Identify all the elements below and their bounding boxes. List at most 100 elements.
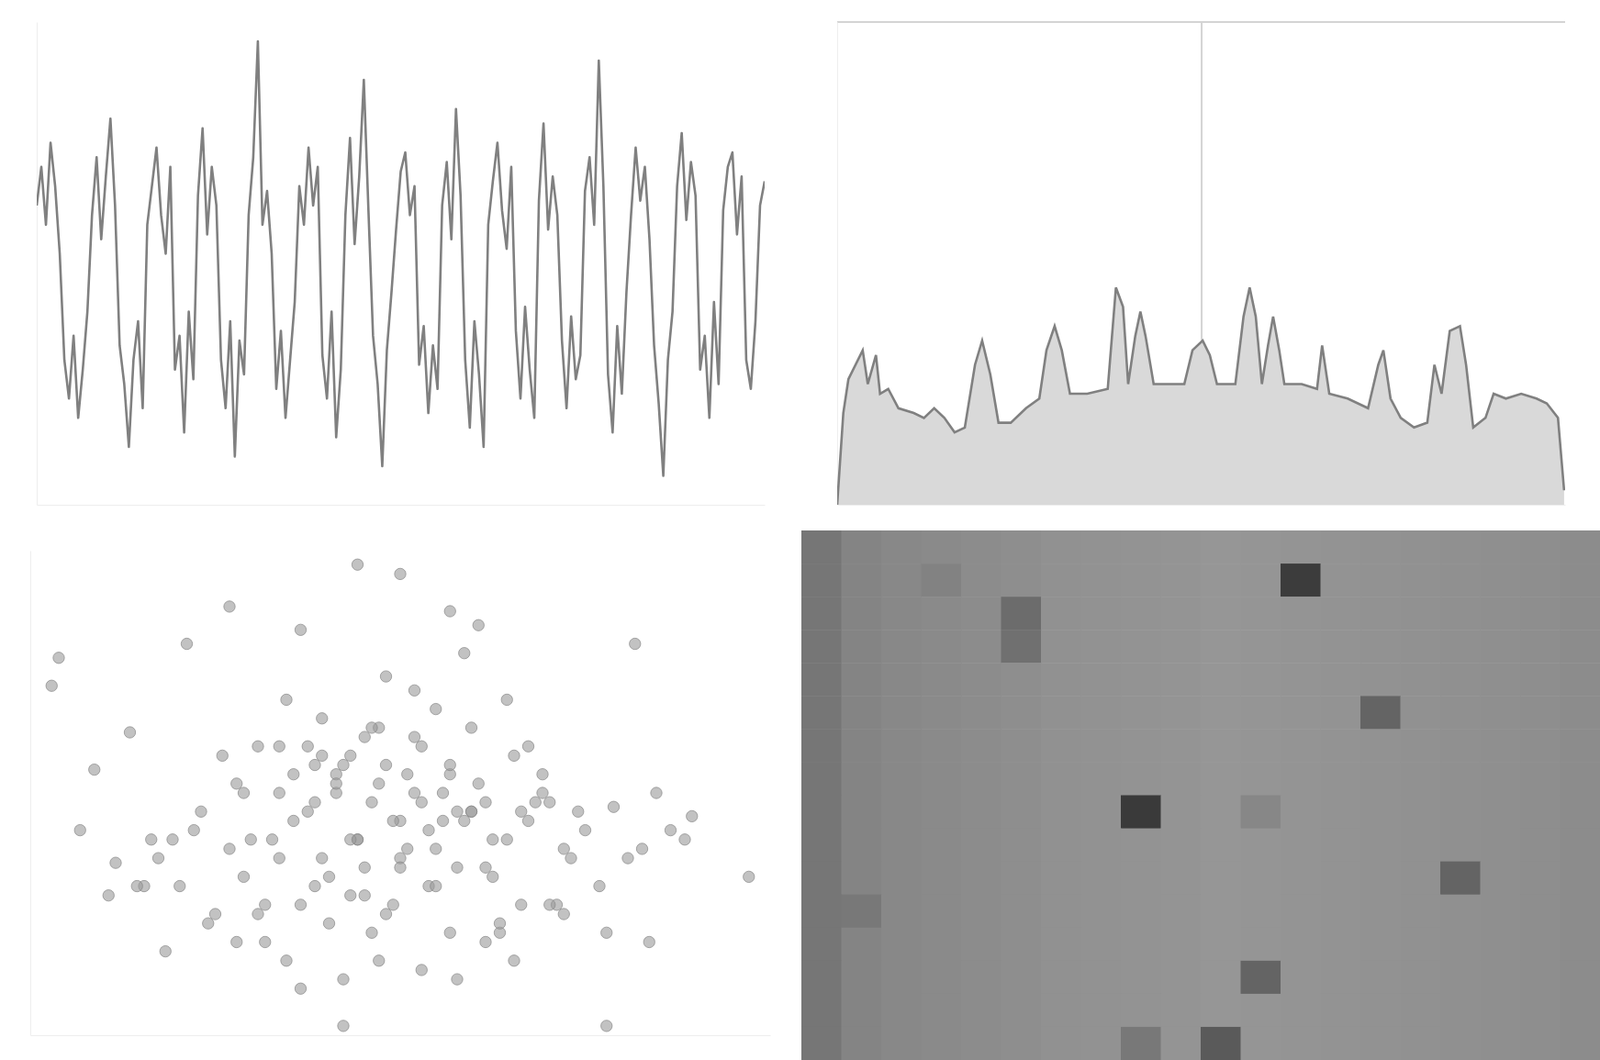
area-outline — [837, 287, 1565, 505]
point — [480, 861, 492, 873]
point — [387, 899, 399, 911]
heatmap-cell — [1040, 795, 1082, 830]
heatmap-cell — [841, 695, 883, 730]
heatmap-cell — [1040, 662, 1082, 697]
heatmap-cell — [1001, 994, 1042, 1029]
heatmap-cell — [961, 928, 1002, 963]
point — [679, 834, 691, 846]
heatmap-cell — [1161, 761, 1202, 796]
point — [309, 796, 321, 808]
point — [601, 927, 613, 939]
point — [345, 890, 357, 902]
heatmap-cell — [1200, 629, 1242, 664]
heatmap-cell — [1241, 928, 1282, 963]
heatmap-cell — [1001, 662, 1042, 697]
point — [358, 890, 370, 902]
heatmap-cell — [1081, 596, 1122, 631]
point — [515, 805, 527, 817]
heatmap-cell — [1001, 961, 1042, 996]
heatmap-cell — [1360, 563, 1401, 598]
point — [465, 805, 477, 817]
heatmap-cell — [1440, 961, 1481, 996]
heatmap-cell — [1161, 596, 1202, 631]
heatmap-cell — [1161, 828, 1202, 863]
heatmap-cell — [1480, 530, 1522, 565]
point — [309, 759, 321, 771]
heatmap-cell — [1241, 828, 1282, 863]
point — [629, 637, 641, 649]
point — [515, 899, 527, 911]
heatmap-cell — [1480, 728, 1522, 763]
heatmap-cell — [1400, 828, 1442, 863]
point — [337, 1020, 349, 1032]
heatmap-cell — [1360, 961, 1401, 996]
point — [472, 619, 484, 631]
heatmap-cell — [1440, 563, 1481, 598]
heatmap-cell — [1520, 761, 1561, 796]
heatmap-cell — [1400, 761, 1442, 796]
heatmap-cell — [1241, 961, 1282, 996]
point — [252, 740, 264, 752]
heatmap-cell — [1241, 795, 1282, 830]
heatmap-cell — [1120, 596, 1162, 631]
heatmap-cell — [801, 1027, 842, 1060]
heatmap-cell — [1480, 596, 1522, 631]
point — [323, 917, 335, 929]
heatmap-cell — [1161, 928, 1202, 963]
point — [237, 787, 249, 799]
point — [415, 964, 427, 976]
heatmap-cell — [1320, 795, 1362, 830]
heatmap-cell — [1320, 861, 1362, 896]
point — [480, 796, 492, 808]
point — [472, 778, 484, 790]
marks — [837, 287, 1565, 505]
heatmap-cell — [1280, 828, 1321, 863]
heatmap-cell — [801, 895, 842, 929]
heatmap-cell — [921, 994, 963, 1029]
heatmap-cell — [801, 828, 842, 863]
point — [351, 559, 363, 571]
point — [294, 983, 306, 995]
heatmap-cell — [1520, 563, 1561, 598]
heatmap-cell — [1400, 629, 1442, 664]
point — [216, 749, 228, 761]
point — [273, 852, 285, 864]
point — [607, 801, 619, 813]
heatmap-cell — [1320, 563, 1362, 598]
heatmap-cell — [1320, 928, 1362, 963]
heatmap-cell — [801, 928, 842, 963]
point — [167, 834, 179, 846]
heatmap-cell — [1400, 662, 1442, 697]
heatmap-cell — [1081, 728, 1122, 763]
heatmap-cell — [1440, 662, 1481, 697]
heatmap-cell — [1560, 961, 1600, 996]
point — [423, 824, 435, 836]
point — [508, 749, 520, 761]
heatmap-cell — [961, 563, 1002, 598]
point — [402, 769, 414, 781]
heatmap-cell — [1200, 961, 1242, 996]
point — [302, 740, 314, 752]
heatmap-cell — [961, 895, 1002, 929]
heatmap-cell — [881, 828, 922, 863]
point — [593, 880, 605, 892]
heatmap-cell — [801, 961, 842, 996]
heatmap-cell — [1560, 563, 1600, 598]
heatmap-cell — [881, 895, 922, 929]
point — [664, 824, 676, 836]
heatmap-cell — [1440, 928, 1481, 963]
point — [643, 936, 655, 948]
heatmap-cell — [1280, 895, 1321, 929]
heatmap-cell — [1560, 1027, 1600, 1060]
heatmap-cell — [841, 861, 883, 896]
chart-area — [837, 22, 1567, 506]
point — [245, 834, 257, 846]
page — [0, 0, 1600, 1060]
heatmap-cell — [801, 761, 842, 796]
heatmap-cell — [1161, 629, 1202, 664]
heatmap-cell — [1040, 994, 1082, 1029]
heatmap-cell — [1400, 961, 1442, 996]
heatmap-cell — [921, 895, 963, 929]
heatmap-cell — [1400, 795, 1442, 830]
heatmap-cell — [1120, 795, 1162, 830]
